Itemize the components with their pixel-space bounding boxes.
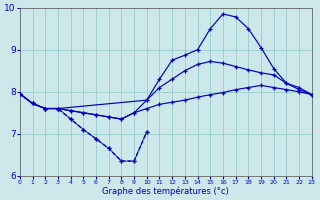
X-axis label: Graphe des températures (°c): Graphe des températures (°c) (102, 186, 229, 196)
